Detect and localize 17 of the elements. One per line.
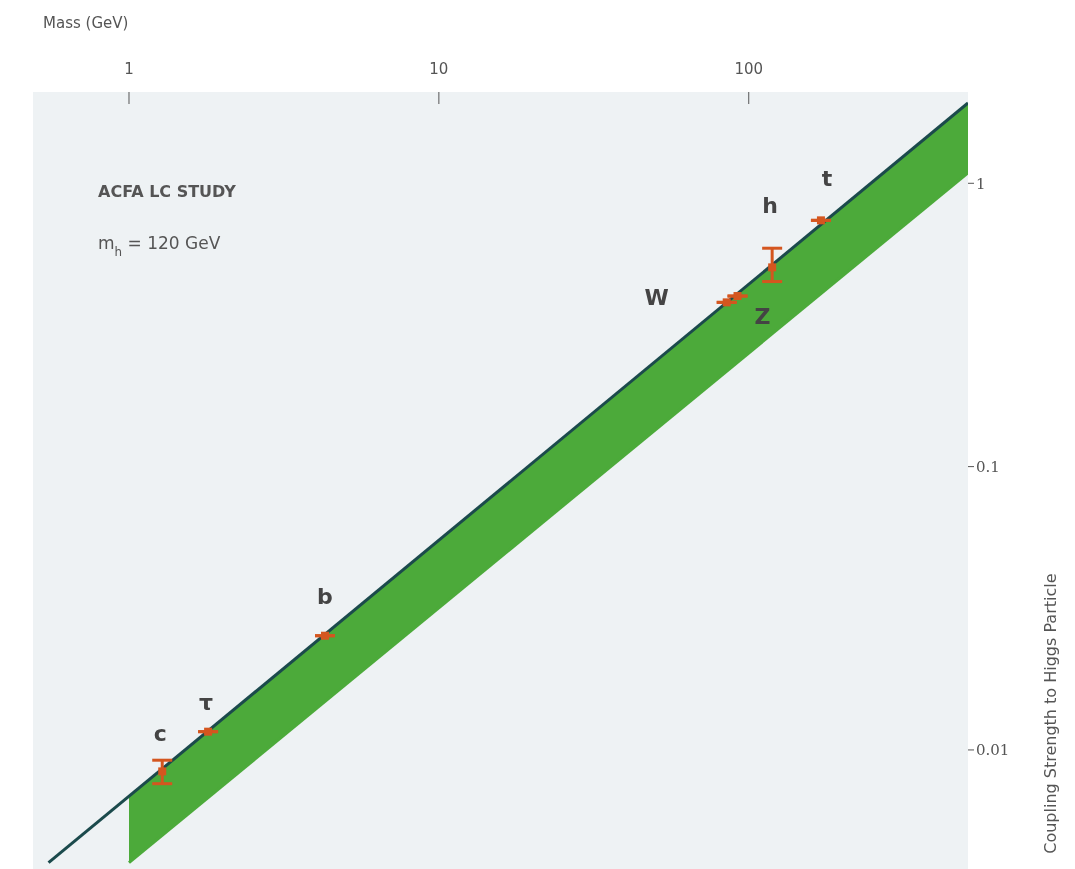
- y-tick-label: 0.1: [976, 457, 1000, 476]
- annotation: c: [153, 720, 167, 746]
- x-axis-title: Mass (GeV): [43, 14, 129, 32]
- annotation: Z: [754, 303, 771, 329]
- annotation: m$_{h}$ = 120 GeV: [98, 233, 221, 259]
- y-axis-title: Coupling Strength to Higgs Particle: [1041, 573, 1060, 854]
- x-tick-label: 10: [429, 60, 449, 78]
- x-tick-label: 1: [124, 60, 134, 78]
- annotation: W: [644, 284, 669, 310]
- annotation: ACFA LC STUDY: [98, 182, 237, 201]
- y-tick-label: 1: [976, 174, 986, 193]
- y-tick-label: 0.01: [976, 741, 1010, 760]
- annotation: τ: [199, 689, 214, 715]
- x-tick-label: 100: [734, 60, 764, 78]
- annotation: t: [821, 165, 833, 191]
- annotation: h: [762, 192, 778, 218]
- annotation: b: [317, 583, 333, 609]
